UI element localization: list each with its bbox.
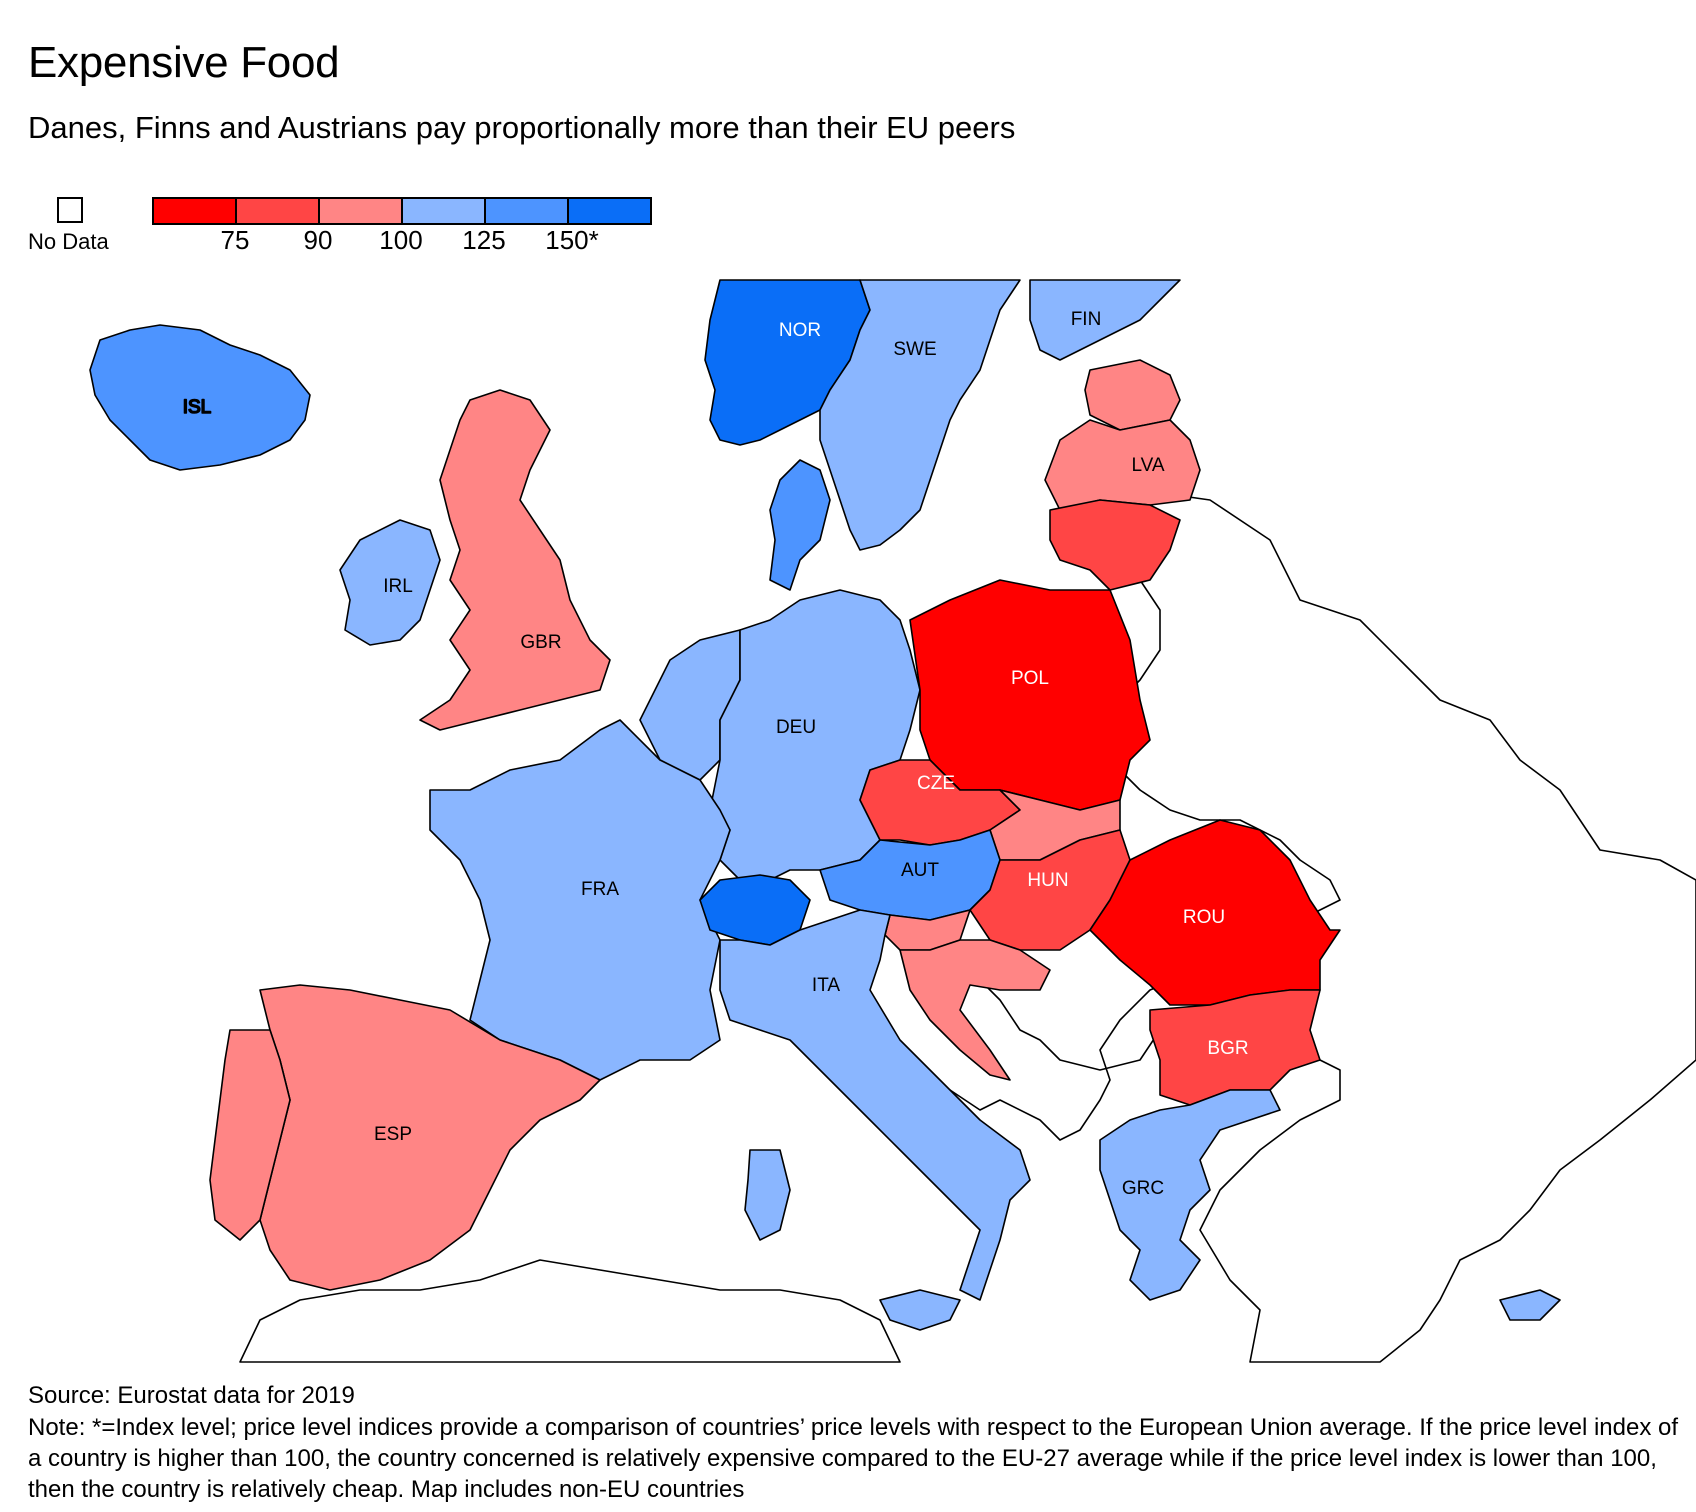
country-pol	[909, 579, 1151, 811]
legend-bin-3	[320, 199, 403, 223]
no-data-label: No Data	[28, 229, 109, 254]
legend-tick-150: 150*	[545, 225, 599, 255]
country-ita-sicily	[879, 1289, 961, 1331]
label-aut: AUT	[901, 860, 939, 881]
label-cze: CZE	[917, 773, 955, 794]
country-ltu	[1049, 499, 1181, 591]
country-cyp	[1499, 1289, 1561, 1321]
chart-title: Expensive Food	[28, 38, 340, 87]
label-esp: ESP	[374, 1124, 412, 1145]
label-isl: ISL	[183, 397, 212, 418]
label-fra: FRA	[581, 879, 619, 900]
country-irl	[339, 519, 441, 646]
country-hrv	[899, 939, 1051, 1081]
label-pol: POL	[1011, 668, 1049, 689]
country-swe	[819, 279, 1021, 551]
legend-tick-75: 75	[220, 225, 250, 255]
country-prt	[209, 1029, 291, 1241]
color-scale-legend	[152, 197, 652, 225]
label-hun: HUN	[1027, 870, 1068, 891]
europe-map: ISL NOR SWE FIN LVA IRL GBR POL DEU CZE …	[89, 279, 1696, 1363]
country-ita	[719, 909, 1031, 1301]
country-che	[699, 874, 811, 946]
country-isl	[89, 324, 311, 471]
legend-bin-5	[486, 199, 569, 223]
legend-tick-100: 100	[379, 225, 423, 255]
legend-bin-1	[154, 199, 237, 223]
country-grc	[1099, 1089, 1281, 1301]
country-lva	[1044, 419, 1201, 511]
label-bgr: BGR	[1207, 1038, 1248, 1059]
source-note: Source: Eurostat data for 2019	[28, 1382, 355, 1409]
legend-tick-90: 90	[303, 225, 333, 255]
label-nor: NOR	[779, 320, 821, 341]
label-irl: IRL	[383, 576, 413, 597]
legend-bin-4	[403, 199, 486, 223]
legend-bin-2	[237, 199, 320, 223]
country-est	[1084, 359, 1181, 431]
label-gbr: GBR	[520, 632, 561, 653]
label-deu: DEU	[776, 717, 816, 738]
label-ita: ITA	[812, 975, 840, 996]
label-rou: ROU	[1183, 907, 1225, 928]
country-bgr	[1149, 989, 1321, 1106]
country-labels: ISL NOR SWE FIN LVA IRL GBR POL DEU CZE …	[182, 309, 1249, 1199]
country-ita-sardinia	[744, 1149, 791, 1241]
legend-bin-6	[569, 199, 650, 223]
north-africa-landmass	[239, 1259, 901, 1363]
label-lva: LVA	[1131, 455, 1164, 476]
legend-tick-125: 125	[462, 225, 506, 255]
footnote: Note: *=Index level; price level indices…	[28, 1414, 1678, 1503]
country-dnk	[769, 459, 831, 591]
country-fin	[1029, 279, 1181, 361]
country-gbr	[419, 389, 611, 731]
country-rou	[1089, 819, 1341, 1006]
label-fin: FIN	[1071, 309, 1102, 330]
label-swe: SWE	[893, 339, 936, 360]
chart-subtitle: Danes, Finns and Austrians pay proportio…	[28, 110, 1016, 145]
label-grc: GRC	[1122, 1178, 1164, 1199]
no-data-swatch	[57, 197, 83, 223]
